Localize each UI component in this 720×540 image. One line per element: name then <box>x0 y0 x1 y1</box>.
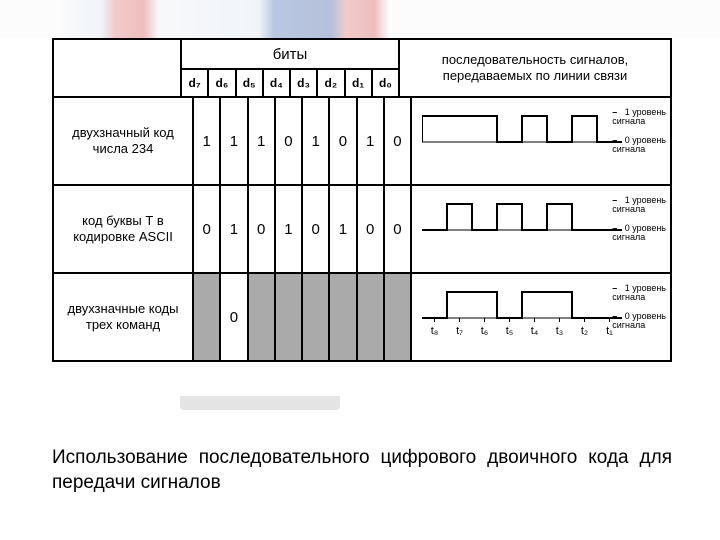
decorative-shadow <box>180 396 340 410</box>
level-label-high: – 1 уровеньсигнала <box>612 108 666 127</box>
level-label-high: – 1 уровеньсигнала <box>612 196 666 215</box>
bit-cell: 1 <box>221 186 248 272</box>
row-label: двухзначный код числа 234 <box>54 98 194 184</box>
bit-cell <box>303 274 330 360</box>
level-label-low: – 0 уровеньсигнала <box>612 224 666 243</box>
bit-cell <box>385 274 410 360</box>
header-empty <box>54 40 182 96</box>
figure-caption: Использование последовательного цифровог… <box>52 446 672 495</box>
bit-cell: 1 <box>221 98 248 184</box>
bit-cell <box>358 274 385 360</box>
signal-waveform: – 1 уровеньсигнала – 0 уровеньсигнала <box>412 186 670 272</box>
bit-header: d₃ <box>291 70 318 96</box>
svg-text:t₃: t₃ <box>556 325 564 337</box>
bit-cell: 1 <box>330 186 357 272</box>
row-bits: 0 <box>194 274 412 360</box>
signals-title: последовательность сигналов, передаваемы… <box>400 40 670 96</box>
svg-text:t₆: t₆ <box>481 325 489 337</box>
bit-cell <box>194 274 221 360</box>
bit-header: d₁ <box>346 70 373 96</box>
header-bits: биты d₇d₆d₅d₄d₃d₂d₁d₀ <box>182 40 400 96</box>
bit-cell: 0 <box>303 186 330 272</box>
level-label-low: – 0 уровеньсигнала <box>612 136 666 155</box>
row-bits: 11101010 <box>194 98 412 184</box>
table-header: биты d₇d₆d₅d₄d₃d₂d₁d₀ последовательность… <box>54 40 670 98</box>
signal-waveform: t₈t₇t₆t₅t₄t₃t₂t₁– 1 уровеньсигнала– 0 ур… <box>412 274 670 360</box>
bit-header: d₅ <box>237 70 264 96</box>
row-label: двухзначные коды трех команд <box>54 274 194 360</box>
bit-cell: 1 <box>249 98 276 184</box>
bit-cell: 1 <box>276 186 303 272</box>
level-label-high: – 1 уровеньсигнала <box>612 284 666 303</box>
bits-title: биты <box>182 40 398 70</box>
bit-cell: 1 <box>194 98 221 184</box>
bit-header: d₀ <box>373 70 398 96</box>
row-label: код буквы Т в кодировке ASCII <box>54 186 194 272</box>
encoding-table: биты d₇d₆d₅d₄d₃d₂d₁d₀ последовательность… <box>52 38 672 362</box>
table-row: код буквы Т в кодировке ASCII01010100– 1… <box>54 186 670 274</box>
bit-cell: 0 <box>221 274 248 360</box>
decorative-ribbon <box>0 0 720 38</box>
row-bits: 01010100 <box>194 186 412 272</box>
bit-cell: 1 <box>303 98 330 184</box>
bit-column-labels: d₇d₆d₅d₄d₃d₂d₁d₀ <box>182 70 398 96</box>
signal-waveform: – 1 уровеньсигнала – 0 уровеньсигнала <box>412 98 670 184</box>
bit-cell <box>330 274 357 360</box>
svg-text:t₅: t₅ <box>506 325 514 337</box>
svg-text:t₂: t₂ <box>581 325 588 337</box>
table-row: двухзначный код числа 23411101010– 1 уро… <box>54 98 670 186</box>
bit-header: d₇ <box>182 70 209 96</box>
table-row: двухзначные коды трех команд 0 t₈ t₇ t₆ t₅ t₄ t… <box>54 274 670 360</box>
bit-cell: 1 <box>358 98 385 184</box>
bit-cell <box>276 274 303 360</box>
bit-header: d₄ <box>264 70 291 96</box>
bit-cell: 0 <box>249 186 276 272</box>
bit-cell <box>249 274 276 360</box>
bit-cell: 0 <box>276 98 303 184</box>
bit-header: d₂ <box>318 70 345 96</box>
bit-cell: 0 <box>385 186 410 272</box>
bit-cell: 0 <box>330 98 357 184</box>
level-label-low: – 0 уровеньсигнала <box>612 312 666 331</box>
bit-cell: 0 <box>385 98 410 184</box>
bit-cell: 0 <box>194 186 221 272</box>
bit-header: d₆ <box>209 70 236 96</box>
svg-text:t₄: t₄ <box>531 325 539 337</box>
svg-text:t₇: t₇ <box>456 325 463 337</box>
bit-cell: 0 <box>358 186 385 272</box>
svg-text:t₈: t₈ <box>431 325 439 337</box>
